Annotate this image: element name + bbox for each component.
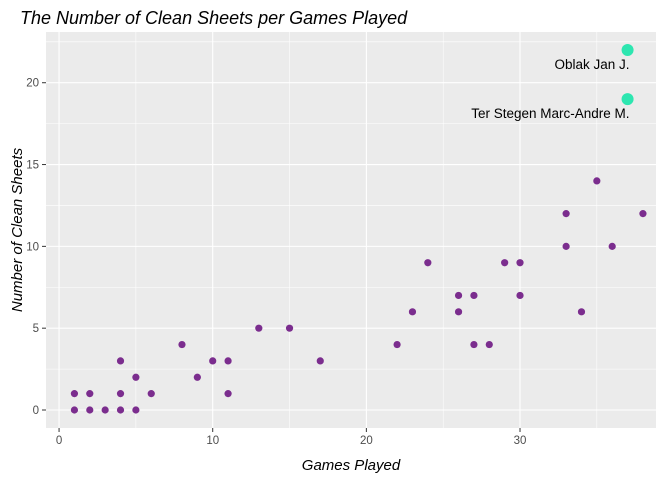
x-tick-label: 10 bbox=[206, 435, 219, 447]
x-tick-label: 30 bbox=[514, 435, 527, 447]
data-point bbox=[132, 406, 140, 414]
axis-ticks: 0 10 20 30 0 5 10 15 20 bbox=[26, 78, 526, 447]
highlight-label: Oblak Jan J. bbox=[555, 57, 630, 72]
data-point bbox=[116, 406, 125, 414]
plot-panel bbox=[46, 32, 656, 428]
data-point bbox=[454, 291, 463, 300]
data-point bbox=[577, 308, 586, 316]
y-tick-label: 10 bbox=[26, 241, 39, 253]
data-point bbox=[408, 308, 417, 316]
x-axis-title: Games Played bbox=[302, 457, 401, 474]
data-point bbox=[516, 291, 524, 300]
data-point bbox=[501, 259, 509, 267]
y-axis-title: Number of Clean Sheets bbox=[9, 147, 26, 312]
data-point bbox=[639, 210, 647, 218]
y-tick-label: 20 bbox=[26, 78, 39, 90]
data-point bbox=[101, 406, 109, 414]
data-point bbox=[316, 357, 324, 365]
highlight-points: Oblak Jan J. Ter Stegen Marc-Andre M. bbox=[471, 44, 634, 121]
data-points bbox=[70, 177, 647, 414]
data-point bbox=[470, 340, 478, 349]
data-point bbox=[70, 390, 79, 398]
data-point bbox=[562, 242, 570, 250]
chart-title: The Number of Clean Sheets per Games Pla… bbox=[20, 8, 408, 28]
data-point bbox=[255, 324, 263, 332]
data-point bbox=[608, 242, 616, 250]
grid-lines bbox=[46, 32, 656, 428]
x-tick-label: 0 bbox=[56, 435, 62, 447]
y-tick-label: 0 bbox=[33, 405, 39, 417]
data-point bbox=[285, 324, 294, 332]
data-point bbox=[209, 357, 217, 365]
data-point bbox=[132, 373, 140, 381]
data-point bbox=[224, 357, 232, 365]
data-point bbox=[393, 340, 401, 349]
y-tick-label: 15 bbox=[26, 160, 39, 172]
data-point bbox=[116, 357, 125, 365]
highlight-label: Ter Stegen Marc-Andre M. bbox=[471, 106, 629, 121]
data-point bbox=[516, 259, 524, 267]
data-point bbox=[593, 177, 601, 185]
x-tick-label: 20 bbox=[360, 435, 373, 447]
data-point bbox=[562, 210, 570, 218]
y-tick-label: 5 bbox=[33, 323, 39, 335]
data-point bbox=[224, 390, 232, 398]
data-point bbox=[70, 406, 79, 414]
data-point bbox=[454, 308, 463, 316]
data-point bbox=[86, 390, 94, 398]
data-point bbox=[470, 291, 478, 300]
data-point bbox=[193, 373, 201, 381]
data-point bbox=[147, 390, 155, 398]
data-point bbox=[424, 259, 432, 267]
highlight-point bbox=[621, 44, 634, 56]
data-point bbox=[86, 406, 94, 414]
data-point bbox=[178, 340, 186, 349]
data-point bbox=[116, 390, 125, 398]
highlight-point bbox=[621, 93, 634, 106]
data-point bbox=[485, 340, 493, 349]
